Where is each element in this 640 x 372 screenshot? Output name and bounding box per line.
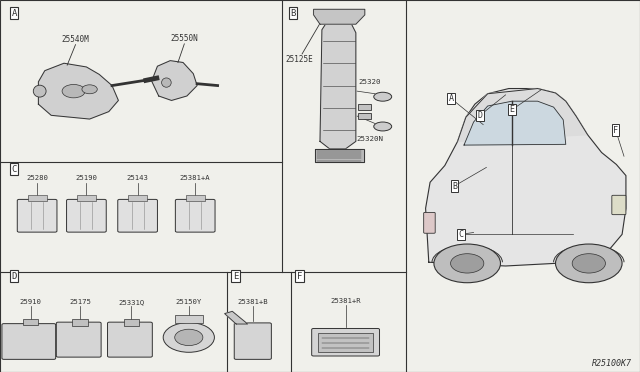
Text: D: D	[477, 111, 483, 120]
Circle shape	[572, 254, 605, 273]
Polygon shape	[320, 16, 356, 149]
Bar	[128, 195, 147, 201]
FancyBboxPatch shape	[67, 199, 106, 232]
Bar	[358, 104, 371, 110]
FancyBboxPatch shape	[118, 199, 157, 232]
FancyBboxPatch shape	[312, 328, 380, 356]
FancyBboxPatch shape	[56, 322, 101, 357]
FancyBboxPatch shape	[234, 323, 271, 359]
Text: A: A	[449, 94, 454, 103]
Bar	[28, 195, 47, 201]
Bar	[358, 113, 371, 119]
FancyBboxPatch shape	[612, 195, 626, 215]
Ellipse shape	[33, 85, 46, 97]
Text: A: A	[12, 9, 17, 17]
Text: E: E	[233, 272, 238, 280]
Bar	[77, 195, 96, 201]
Text: C: C	[458, 230, 463, 239]
Text: D: D	[12, 272, 17, 280]
Circle shape	[434, 244, 500, 283]
Text: 25381+R: 25381+R	[330, 298, 361, 304]
FancyBboxPatch shape	[17, 199, 57, 232]
Circle shape	[163, 323, 214, 352]
Polygon shape	[225, 311, 248, 324]
Text: F: F	[297, 272, 302, 280]
Circle shape	[175, 329, 203, 346]
Text: 25280: 25280	[26, 175, 48, 181]
Text: 25150Y: 25150Y	[175, 299, 202, 305]
Ellipse shape	[374, 92, 392, 101]
Ellipse shape	[374, 122, 392, 131]
Circle shape	[556, 244, 622, 283]
Text: C: C	[12, 165, 17, 174]
Ellipse shape	[161, 78, 172, 87]
Bar	[175, 315, 203, 323]
Polygon shape	[458, 89, 588, 141]
Bar	[72, 319, 88, 326]
Circle shape	[62, 84, 85, 98]
FancyBboxPatch shape	[2, 324, 56, 359]
Text: B: B	[452, 182, 457, 190]
Text: B: B	[291, 9, 296, 17]
Bar	[186, 195, 205, 201]
Circle shape	[82, 85, 97, 94]
Polygon shape	[464, 101, 566, 145]
Text: 25381+B: 25381+B	[237, 299, 268, 305]
Text: 25381+A: 25381+A	[180, 175, 211, 181]
Text: 25143: 25143	[127, 175, 148, 181]
Text: 25320N: 25320N	[356, 136, 383, 142]
FancyBboxPatch shape	[424, 212, 435, 233]
Bar	[23, 319, 38, 325]
Text: 25320: 25320	[358, 79, 381, 85]
Polygon shape	[426, 89, 626, 266]
Text: 25190: 25190	[76, 175, 97, 181]
Text: 25910: 25910	[20, 299, 42, 305]
Bar	[124, 319, 139, 326]
Polygon shape	[152, 61, 197, 100]
Text: R25100K7: R25100K7	[593, 359, 632, 368]
Text: 25125E: 25125E	[285, 55, 314, 64]
Bar	[318, 333, 373, 352]
Text: E: E	[509, 105, 515, 114]
Text: 25540M: 25540M	[61, 35, 90, 44]
Polygon shape	[38, 63, 118, 119]
FancyBboxPatch shape	[108, 322, 152, 357]
Text: 25175: 25175	[69, 299, 91, 305]
Text: 25331Q: 25331Q	[118, 299, 145, 305]
FancyBboxPatch shape	[175, 199, 215, 232]
Text: 25550N: 25550N	[170, 34, 198, 43]
Text: F: F	[613, 126, 618, 135]
Polygon shape	[314, 9, 365, 24]
Circle shape	[451, 254, 484, 273]
Polygon shape	[315, 149, 364, 162]
